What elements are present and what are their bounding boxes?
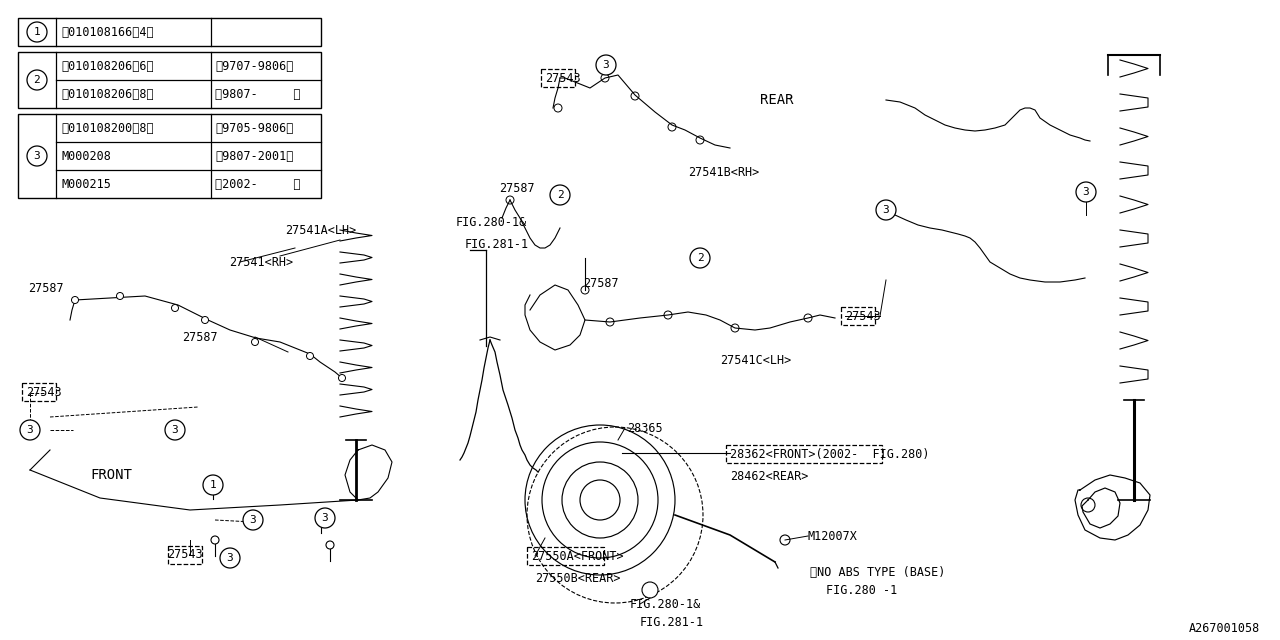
Text: 28365: 28365 xyxy=(627,422,663,435)
Circle shape xyxy=(731,324,739,332)
Text: FIG.280 -1: FIG.280 -1 xyxy=(826,584,897,596)
Text: Ⓑ010108200（8）: Ⓑ010108200（8） xyxy=(61,122,154,134)
Circle shape xyxy=(27,22,47,42)
Circle shape xyxy=(338,374,346,381)
Circle shape xyxy=(668,123,676,131)
Text: FIG.281-1: FIG.281-1 xyxy=(640,616,704,628)
Circle shape xyxy=(306,353,314,360)
Circle shape xyxy=(602,74,609,82)
Circle shape xyxy=(20,420,40,440)
Circle shape xyxy=(317,513,325,521)
Circle shape xyxy=(780,535,790,545)
Circle shape xyxy=(596,55,616,75)
Text: Ⓑ010108206（8）: Ⓑ010108206（8） xyxy=(61,88,154,100)
Bar xyxy=(18,18,321,46)
Circle shape xyxy=(243,510,262,530)
Text: REAR: REAR xyxy=(760,93,794,107)
Text: 3: 3 xyxy=(227,553,233,563)
Text: 27543: 27543 xyxy=(845,310,881,323)
Circle shape xyxy=(804,314,812,322)
Text: 27587: 27587 xyxy=(499,182,535,195)
Text: （9807-2001）: （9807-2001） xyxy=(215,150,293,163)
Circle shape xyxy=(72,296,78,303)
Text: M12007X: M12007X xyxy=(808,529,858,543)
Text: 27587: 27587 xyxy=(182,330,218,344)
Text: 27587: 27587 xyxy=(28,282,64,294)
Text: ※NO ABS TYPE (BASE): ※NO ABS TYPE (BASE) xyxy=(810,566,946,579)
Text: 27543: 27543 xyxy=(545,72,581,84)
Circle shape xyxy=(116,292,123,300)
Circle shape xyxy=(209,479,218,487)
Circle shape xyxy=(204,475,223,495)
Text: 28462<REAR>: 28462<REAR> xyxy=(730,470,809,483)
Bar xyxy=(18,52,321,108)
Circle shape xyxy=(605,318,614,326)
Circle shape xyxy=(1076,182,1096,202)
Text: 3: 3 xyxy=(1083,187,1089,197)
Circle shape xyxy=(211,536,219,544)
Text: 27541B<RH>: 27541B<RH> xyxy=(689,166,759,179)
Circle shape xyxy=(554,104,562,112)
Text: （9807-     ）: （9807- ） xyxy=(215,88,301,100)
Circle shape xyxy=(550,185,570,205)
Circle shape xyxy=(326,541,334,549)
Circle shape xyxy=(165,420,186,440)
Text: 3: 3 xyxy=(883,205,890,215)
Circle shape xyxy=(664,311,672,319)
Text: 27541C<LH>: 27541C<LH> xyxy=(719,353,791,367)
Circle shape xyxy=(251,339,259,346)
Circle shape xyxy=(201,317,209,323)
Text: M000215: M000215 xyxy=(61,177,111,191)
Bar xyxy=(18,114,321,198)
Text: FIG.281-1: FIG.281-1 xyxy=(465,237,529,250)
Circle shape xyxy=(696,136,704,144)
Text: 3: 3 xyxy=(27,425,33,435)
Circle shape xyxy=(506,196,515,204)
Circle shape xyxy=(27,70,47,90)
Circle shape xyxy=(172,305,178,312)
Text: 1: 1 xyxy=(33,27,41,37)
Text: FIG.280-1&: FIG.280-1& xyxy=(456,216,527,228)
Circle shape xyxy=(643,582,658,598)
Text: M000208: M000208 xyxy=(61,150,111,163)
Text: A267001058: A267001058 xyxy=(1189,621,1260,634)
Circle shape xyxy=(315,508,335,528)
Text: 2: 2 xyxy=(33,75,41,85)
Text: 2: 2 xyxy=(557,190,563,200)
Circle shape xyxy=(1082,498,1094,512)
Text: 27587: 27587 xyxy=(582,276,618,289)
Text: Ⓑ010108166（4）: Ⓑ010108166（4） xyxy=(61,26,154,38)
Text: 1: 1 xyxy=(210,480,216,490)
Text: 3: 3 xyxy=(603,60,609,70)
Circle shape xyxy=(581,286,589,294)
Text: 27550B<REAR>: 27550B<REAR> xyxy=(535,572,621,584)
Circle shape xyxy=(690,248,710,268)
Circle shape xyxy=(220,548,241,568)
Text: 3: 3 xyxy=(33,151,41,161)
Text: Ⓑ010108206（6）: Ⓑ010108206（6） xyxy=(61,60,154,72)
Circle shape xyxy=(876,200,896,220)
Text: 27550A<FRONT>: 27550A<FRONT> xyxy=(531,550,623,563)
Text: 3: 3 xyxy=(250,515,256,525)
Text: 27543: 27543 xyxy=(26,385,61,399)
Text: （9705-9806）: （9705-9806） xyxy=(215,122,293,134)
Text: 27543: 27543 xyxy=(168,548,202,561)
Circle shape xyxy=(27,146,47,166)
Text: 3: 3 xyxy=(172,425,178,435)
Circle shape xyxy=(631,92,639,100)
Text: 28362<FRONT>(2002-  FIG.280): 28362<FRONT>(2002- FIG.280) xyxy=(730,447,929,461)
Text: ）2002-     ）: ）2002- ） xyxy=(215,177,301,191)
Text: 2: 2 xyxy=(696,253,704,263)
Text: 27541<RH>: 27541<RH> xyxy=(229,255,293,269)
Text: FRONT: FRONT xyxy=(90,468,132,482)
Text: （9707-9806）: （9707-9806） xyxy=(215,60,293,72)
Text: 3: 3 xyxy=(321,513,329,523)
Text: 27541A<LH>: 27541A<LH> xyxy=(285,223,356,237)
Text: FIG.280-1&: FIG.280-1& xyxy=(630,598,701,611)
